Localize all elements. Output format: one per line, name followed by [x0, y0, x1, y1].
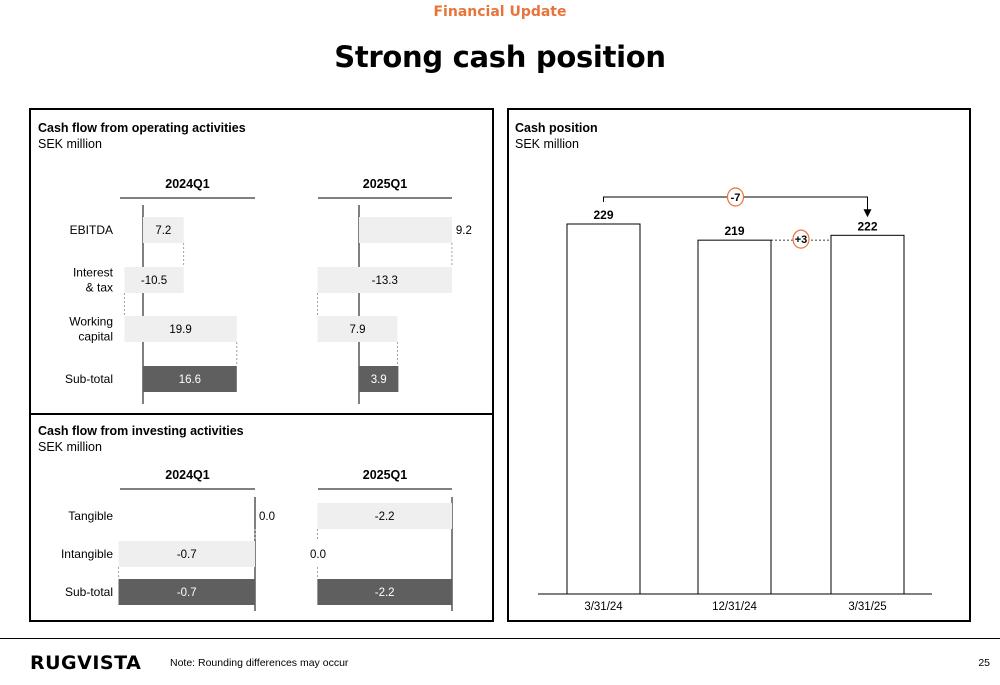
investing-bar: [118, 579, 255, 605]
investing-bar: [317, 579, 452, 605]
operating-panel-subtitle: SEK million: [38, 137, 102, 151]
operating-category-label: EBITDA: [70, 223, 113, 237]
change-badge: [792, 229, 810, 249]
operating-bar: [124, 316, 237, 342]
operating-category-label: capital: [78, 330, 113, 344]
cash-panel-subtitle: SEK million: [515, 137, 579, 151]
investing-category-label: Sub-total: [65, 585, 113, 599]
page-number: 25: [978, 657, 990, 669]
investing-category-label: Intangible: [61, 547, 113, 561]
investing-value-label: -2.2: [375, 511, 395, 523]
change-badge-label: +3: [795, 234, 808, 246]
investing-panel-title: Cash flow from investing activities: [38, 424, 244, 438]
operating-value-label: 19.9: [169, 324, 191, 336]
investing-panel-subtitle: SEK million: [38, 440, 102, 454]
operating-value-label: 9.2: [456, 225, 472, 237]
operating-bar: [359, 217, 452, 243]
cash-value-label: 222: [857, 219, 877, 233]
change-badge-label: -7: [731, 192, 741, 204]
investing-bar: [317, 503, 452, 529]
cash-category-label: 3/31/24: [584, 601, 623, 613]
operating-value-label: -13.3: [372, 275, 398, 287]
footer-divider: [0, 638, 1000, 639]
investing-period-header: 2025Q1: [363, 468, 408, 482]
investing-value-label: 0.0: [310, 549, 326, 561]
change-arrowhead: [863, 209, 872, 218]
cash-panel: [507, 108, 971, 622]
cash-panel-title: Cash position: [515, 121, 598, 135]
operating-bar: [317, 267, 452, 293]
operating-category-label: Sub-total: [65, 372, 113, 386]
operating-bar: [317, 316, 398, 342]
change-badge: [726, 187, 745, 207]
operating-value-label: 7.9: [349, 324, 365, 336]
cash-category-label: 12/31/24: [712, 601, 757, 613]
cash-value-label: 229: [593, 208, 613, 222]
investing-panel: [29, 413, 494, 622]
operating-value-label: 7.2: [155, 225, 171, 237]
operating-value-label: 16.6: [179, 374, 201, 386]
operating-category-label: & tax: [86, 281, 113, 295]
operating-value-label: -10.5: [141, 275, 167, 287]
cash-bar: [697, 239, 772, 595]
operating-period-header: 2025Q1: [363, 177, 408, 191]
cash-category-label: 3/31/25: [848, 601, 886, 613]
section-label: Financial Update: [433, 4, 567, 20]
operating-bar: [143, 366, 237, 392]
investing-period-header: 2024Q1: [165, 468, 210, 482]
footer-note: Note: Rounding differences may occur: [170, 657, 349, 669]
cash-bar: [566, 223, 641, 595]
cash-value-label: 219: [724, 224, 744, 238]
cash-bar: [830, 234, 905, 595]
investing-category-label: Tangible: [68, 509, 113, 523]
operating-bar: [143, 217, 184, 243]
operating-panel-title: Cash flow from operating activities: [38, 121, 246, 135]
page-title: Strong cash position: [334, 40, 666, 74]
investing-value-label: -2.2: [375, 587, 395, 599]
investing-value-label: 0.0: [259, 511, 275, 523]
investing-bar: [118, 541, 255, 567]
operating-category-label: Interest: [73, 266, 114, 280]
investing-value-label: -0.7: [177, 587, 197, 599]
operating-bar: [359, 366, 399, 392]
operating-value-label: 3.9: [371, 374, 387, 386]
operating-period-header: 2024Q1: [165, 177, 210, 191]
brand-logo: RUGVISTA: [30, 652, 142, 674]
operating-category-label: Working: [69, 315, 113, 329]
operating-bar: [124, 267, 184, 293]
investing-value-label: -0.7: [177, 549, 197, 561]
